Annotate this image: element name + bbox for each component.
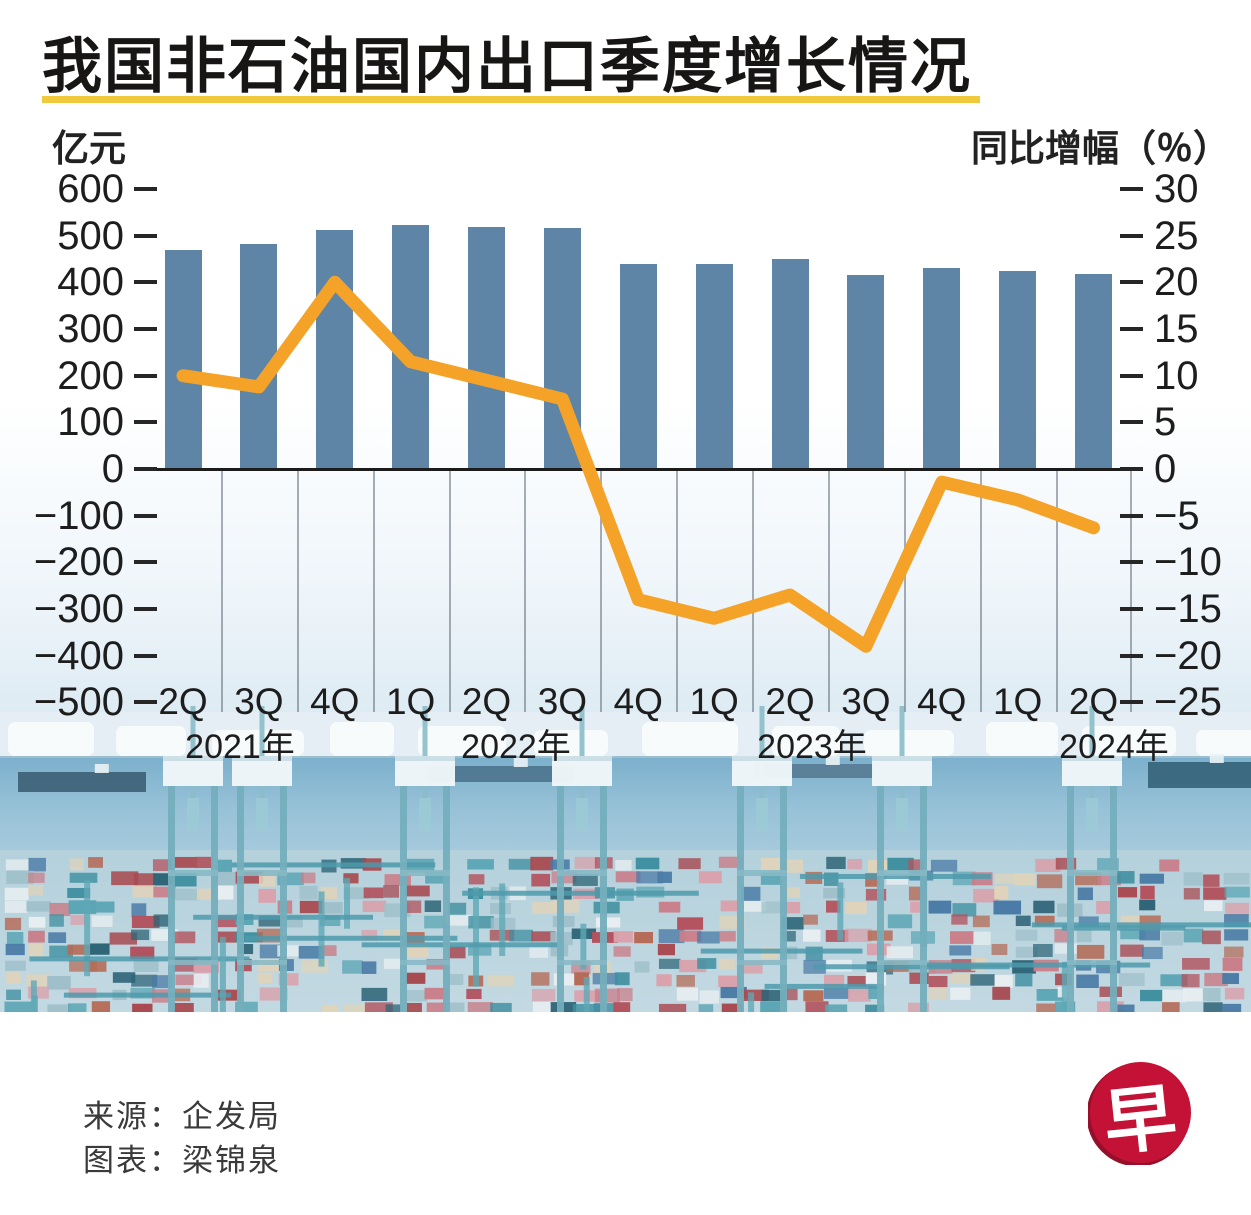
left-axis-tick-label: 300 (57, 306, 124, 351)
right-axis-tick-label: 25 (1154, 213, 1199, 258)
title-underline (42, 96, 980, 103)
left-axis-tick (134, 280, 157, 285)
left-axis-tick (134, 373, 157, 378)
right-axis-tick-label: −15 (1154, 586, 1222, 631)
credit-text: 图表：梁锦泉 (83, 1143, 281, 1178)
left-axis-tick (134, 186, 157, 191)
year-label-3: 2024年 (1059, 728, 1169, 766)
x-axis-label-0: 2Q (158, 681, 208, 722)
right-axis-tick-label: −10 (1154, 540, 1222, 585)
x-axis-label-4: 2Q (461, 681, 512, 722)
right-axis-tick (1120, 606, 1143, 611)
left-axis-tick-label: 100 (57, 400, 124, 445)
left-axis-tick-label: −200 (33, 540, 124, 585)
right-axis-tick-label: −5 (1154, 493, 1200, 538)
right-axis-tick (1120, 187, 1143, 191)
x-axis-label-10: 4Q (917, 681, 967, 722)
x-axis-label-6: 4Q (613, 681, 663, 722)
oil-tanks (8, 722, 1251, 756)
right-axis-tick-label: 0 (1154, 447, 1177, 491)
left-axis-tick-label: 400 (57, 260, 124, 305)
right-axis-tick (1120, 327, 1143, 331)
vertical-gridline (1130, 469, 1132, 712)
x-axis-label-3: 1Q (385, 681, 436, 722)
source-text: 来源：企发局 (83, 1099, 281, 1134)
right-axis-tick (1120, 700, 1143, 705)
year-label-2: 2023年 (757, 728, 867, 766)
right-axis-tick (1120, 280, 1143, 285)
right-axis-tick (1120, 653, 1143, 658)
left-axis-tick (134, 513, 157, 518)
gantry-cranes (163, 706, 1122, 1012)
left-axis-tick-label: 500 (57, 213, 124, 258)
right-axis-tick (1120, 560, 1143, 565)
left-axis-tick-label: −100 (33, 493, 124, 538)
x-axis-label-12: 2Q (1068, 681, 1119, 722)
left-axis-tick-label: 600 (57, 166, 124, 211)
right-axis-tick (1120, 513, 1143, 518)
left-axis-tick-label: 0 (101, 447, 124, 491)
right-axis-tick-label: 20 (1154, 260, 1199, 305)
left-axis-tick (134, 653, 157, 658)
year-label-1: 2022年 (461, 728, 571, 766)
right-axis-tick-label: 30 (1154, 167, 1199, 211)
left-axis-tick-label: 200 (57, 353, 124, 398)
right-axis-unit-label: 同比增幅（％） (971, 128, 1230, 169)
page-title: 我国非石油国内出口季度增长情况 (42, 33, 972, 100)
x-axis-label-1: 3Q (234, 681, 284, 722)
left-axis-tick-label: −500 (33, 680, 124, 725)
x-axis-label-7: 1Q (689, 681, 739, 722)
zaobao-logo-character: 早 (1100, 1077, 1181, 1165)
zaobao-logo-circle (1086, 1062, 1191, 1167)
zaobao-logo: 早 (1086, 1062, 1191, 1167)
year-label-0: 2021年 (185, 728, 295, 766)
left-axis-tick (134, 560, 157, 565)
left-axis-tick-label: −300 (33, 587, 124, 631)
right-axis-tick (1120, 373, 1143, 378)
left-axis-tick (134, 700, 157, 705)
horizon (0, 756, 1251, 759)
right-axis-tick-label: 15 (1154, 307, 1199, 351)
left-axis-tick (134, 467, 157, 471)
left-axis-tick (134, 607, 157, 611)
left-axis-tick (134, 233, 157, 238)
left-axis-tick (134, 420, 157, 425)
right-axis-tick-label: 10 (1154, 353, 1199, 398)
x-axis-label-11: 1Q (992, 681, 1043, 722)
right-axis-tick (1120, 467, 1143, 471)
right-axis-tick (1120, 420, 1143, 425)
left-axis-unit-label: 亿元 (52, 128, 126, 169)
right-axis-tick-label: −25 (1154, 680, 1222, 725)
right-axis-tick-label: 5 (1154, 400, 1177, 445)
x-axis-label-9: 3Q (841, 681, 891, 722)
right-axis-tick-label: −20 (1154, 633, 1222, 678)
left-axis-tick (134, 326, 157, 331)
right-axis-tick (1120, 233, 1143, 238)
x-axis-label-5: 3Q (537, 681, 588, 722)
left-axis-tick-label: −400 (33, 633, 124, 678)
x-axis-label-8: 2Q (765, 681, 815, 722)
x-axis-label-2: 4Q (310, 681, 360, 722)
